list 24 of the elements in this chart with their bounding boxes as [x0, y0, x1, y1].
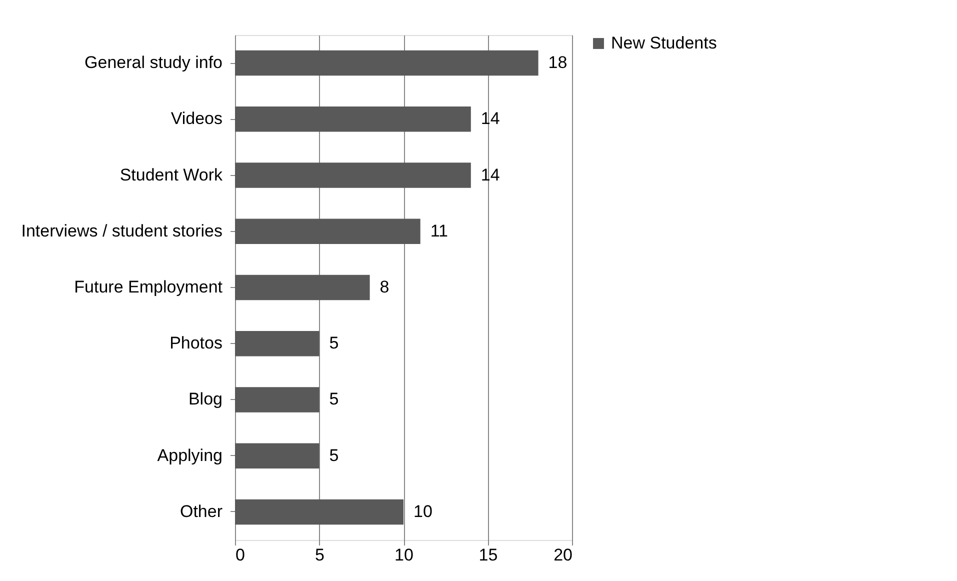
data-label: 5 — [329, 446, 339, 465]
data-label: 14 — [480, 109, 500, 128]
y-tick-label: General study info — [84, 53, 222, 72]
data-label: 5 — [329, 390, 339, 409]
data-label: 11 — [430, 221, 448, 240]
data-label: 18 — [548, 53, 568, 72]
y-tick-label: Future Employment — [74, 278, 223, 296]
data-label: 5 — [329, 334, 339, 353]
x-tick-label: 20 — [554, 546, 572, 564]
y-tick-label: Interviews / student stories — [21, 221, 222, 240]
data-label: 10 — [414, 502, 432, 521]
x-tick-label: 15 — [478, 546, 498, 564]
y-tick-label: Photos — [170, 334, 222, 353]
data-label: 8 — [380, 278, 390, 296]
y-tick-label: Blog — [188, 390, 222, 409]
x-tick-label: 5 — [315, 546, 324, 564]
x-tick-label: 0 — [236, 546, 245, 564]
y-tick-label: Other — [180, 502, 223, 521]
x-tick-label: 10 — [394, 546, 414, 564]
y-tick-label: Applying — [157, 446, 222, 465]
y-tick-label: Student Work — [120, 165, 223, 184]
data-label: 14 — [480, 165, 500, 184]
y-tick-label: Videos — [170, 109, 222, 128]
legend-label: New Students — [611, 34, 717, 52]
